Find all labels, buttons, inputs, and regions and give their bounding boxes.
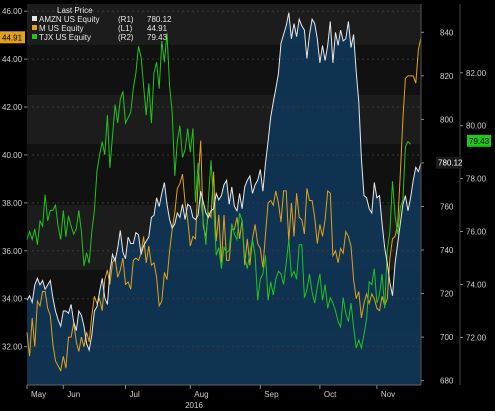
x-tick-label: Nov [381, 390, 395, 399]
legend-swatch [32, 16, 37, 21]
legend-value: 79.43 [147, 33, 168, 42]
legend-axis: (R1) [118, 15, 134, 24]
r2-tick-label: 78.00 [466, 175, 487, 184]
x-tick-label: Jun [67, 390, 80, 399]
right-axis-r1: 680700720740760780800820840 [420, 4, 454, 386]
legend-value: 44.91 [147, 24, 168, 33]
svg-text:44.91: 44.91 [2, 33, 23, 42]
r1-tick-label: 840 [440, 28, 454, 37]
amzn-area-fill [27, 12, 421, 385]
tjx-value-tag: 79.43 [467, 134, 491, 147]
amzn-series-line [26, 12, 422, 353]
r1-tick-label: 820 [440, 72, 454, 81]
legend-item-tjx: TJX US Equity (R2) 79.43 [32, 33, 168, 42]
legend-items: AMZN US Equity (R1) 780.12 M US Equity (L1) 4… [32, 15, 172, 42]
svg-text:79.43: 79.43 [469, 137, 490, 146]
legend-value: 780.12 [147, 15, 172, 24]
m-value-tag: 44.91 [0, 31, 25, 44]
r2-tick-label: 72.00 [466, 333, 487, 342]
x-tick-label: May [31, 390, 46, 399]
legend-name: M US Equity [39, 24, 83, 33]
series-lines [26, 12, 422, 373]
left-tick-label: 40.00 [2, 151, 23, 160]
r1-tick-label: 720 [440, 290, 454, 299]
amzn-value-tag: 780.12 [436, 156, 463, 169]
svg-text:780.12: 780.12 [438, 159, 463, 168]
band [27, 45, 421, 95]
left-tick-label: 46.00 [2, 7, 23, 16]
last-value-tags: 44.91 780.12 79.43 [0, 31, 491, 169]
r1-tick-label: 700 [440, 333, 454, 342]
legend-title: Last Price [57, 6, 93, 15]
r1-tick-label: 760 [440, 202, 454, 211]
legend: Last Price AMZN US Equity (R1) 780.12M US … [32, 6, 172, 42]
x-axis: May Jun Jul Aug Sep Oct Nov 2016 [26, 384, 421, 410]
x-year-label: 2016 [185, 401, 203, 410]
left-tick-label: 42.00 [2, 103, 23, 112]
right-axis-r2: 72.00 74.00 76.00 78.00 80.00 82.00 [459, 4, 487, 385]
legend-name: AMZN US Equity [39, 15, 99, 24]
r2-tick-label: 82.00 [466, 69, 487, 78]
legend-item-m: M US Equity (L1) 44.91 [32, 24, 168, 33]
legend-axis: (L1) [118, 24, 133, 33]
r1-tick-label: 800 [440, 115, 454, 124]
x-tick-label: Jul [130, 390, 140, 399]
legend-axis: (R2) [118, 33, 134, 42]
r1-tick-label: 740 [440, 246, 454, 255]
x-tick-label: Aug [194, 390, 208, 399]
left-tick-label: 34.00 [2, 295, 23, 304]
legend-name: TJX US Equity [39, 33, 91, 42]
band [27, 95, 421, 144]
legend-swatch [32, 25, 37, 30]
left-tick-label: 32.00 [2, 343, 23, 352]
r2-tick-label: 80.00 [466, 122, 487, 131]
left-tick-label: 38.00 [2, 199, 23, 208]
legend-swatch [32, 34, 37, 39]
m-series-line [26, 37, 422, 373]
r2-tick-label: 74.00 [466, 280, 487, 289]
x-tick-label: Oct [324, 390, 337, 399]
left-axis-l1: 32.00 34.00 36.00 38.00 40.00 42.00 44.00 46.00 [2, 7, 27, 352]
legend-item-amzn: AMZN US Equity (R1) 780.12 [32, 15, 172, 24]
r2-tick-label: 76.00 [466, 228, 487, 237]
left-tick-label: 36.00 [2, 247, 23, 256]
r1-tick-label: 680 [440, 377, 454, 386]
x-tick-label: Sep [264, 390, 279, 399]
left-tick-label: 44.00 [2, 55, 23, 64]
tjx-series-line [26, 33, 411, 350]
